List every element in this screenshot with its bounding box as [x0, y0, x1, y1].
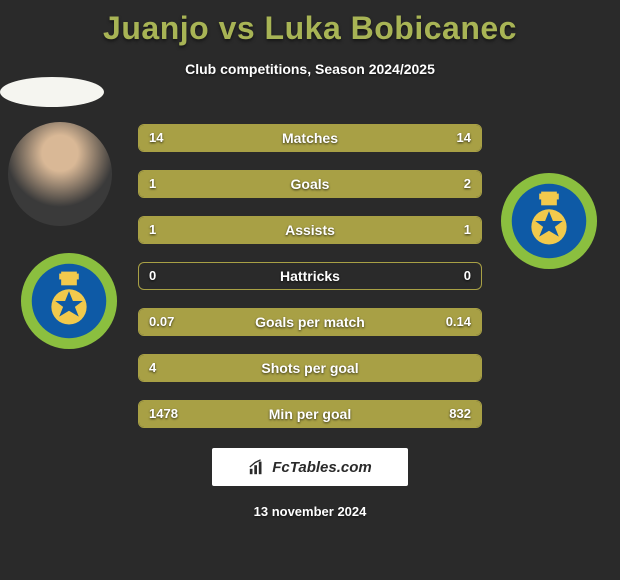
stat-row: 1 Goals 2	[138, 170, 482, 198]
stat-value-right: 1	[464, 217, 471, 243]
subtitle: Club competitions, Season 2024/2025	[0, 61, 620, 77]
stat-label: Hattricks	[139, 263, 481, 289]
stat-value-right: 0	[464, 263, 471, 289]
stat-value-right: 14	[457, 125, 471, 151]
player2-club-logo	[500, 172, 598, 270]
stat-row: 1 Assists 1	[138, 216, 482, 244]
stat-label: Matches	[139, 125, 481, 151]
chart-icon	[248, 458, 266, 476]
stat-row: 14 Matches 14	[138, 124, 482, 152]
stat-value-right: 2	[464, 171, 471, 197]
stat-label: Min per goal	[139, 401, 481, 427]
stat-row: 0 Hattricks 0	[138, 262, 482, 290]
stat-value-right: 832	[449, 401, 471, 427]
date-label: 13 november 2024	[0, 504, 620, 519]
player2-avatar	[0, 77, 104, 107]
stat-label: Assists	[139, 217, 481, 243]
player1-club-logo	[20, 252, 118, 350]
stat-label: Goals per match	[139, 309, 481, 335]
stats-container: 14 Matches 14 1 Goals 2 1 Assists 1 0 Ha…	[138, 124, 482, 446]
stat-label: Shots per goal	[139, 355, 481, 381]
stat-value-right: 0.14	[446, 309, 471, 335]
page-title: Juanjo vs Luka Bobicanec	[0, 0, 620, 47]
stat-label: Goals	[139, 171, 481, 197]
stat-row: 0.07 Goals per match 0.14	[138, 308, 482, 336]
stat-row: 1478 Min per goal 832	[138, 400, 482, 428]
stat-row: 4 Shots per goal	[138, 354, 482, 382]
player1-avatar	[8, 122, 112, 226]
watermark-text: FcTables.com	[272, 459, 371, 476]
watermark: FcTables.com	[212, 448, 408, 486]
